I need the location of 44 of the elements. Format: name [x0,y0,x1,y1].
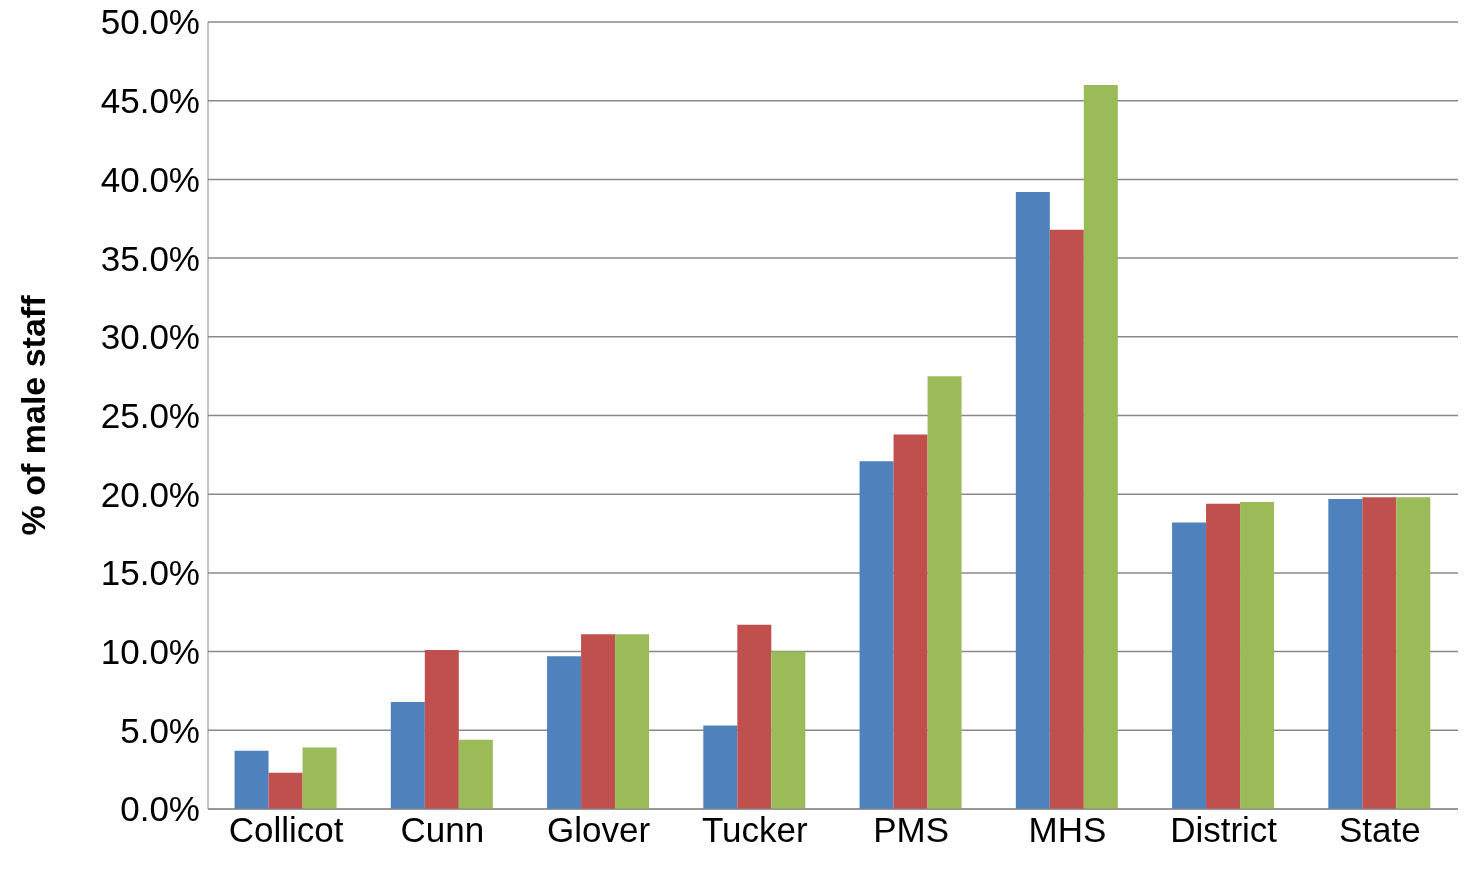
y-tick-label: 40.0% [100,159,200,199]
bar [268,772,303,809]
bar [234,750,269,809]
bar [1049,229,1084,809]
bar [581,634,616,809]
bar [771,651,806,809]
y-tick-label: 20.0% [100,474,200,514]
x-tick-label: MHS [1028,809,1107,849]
y-tick-label: 50.0% [100,2,200,42]
bar [1015,191,1050,809]
bar [1328,498,1363,809]
bar [390,701,425,809]
bar [703,725,738,809]
y-tick-label: 45.0% [100,81,200,121]
bar [1206,503,1241,809]
bar [302,747,337,809]
y-tick-label: 25.0% [100,395,200,435]
bar [893,434,928,809]
y-tick-label: 15.0% [100,553,200,593]
bar [859,461,894,809]
bar [547,656,582,809]
y-tick-label: 30.0% [100,317,200,357]
x-tick-label: District [1170,809,1278,849]
bar [737,624,772,809]
bar [1396,497,1431,809]
bar [458,739,493,809]
bar [1172,522,1207,809]
bar [1362,497,1397,809]
bar [927,376,962,809]
x-tick-label: Tucker [702,809,809,849]
x-tick-label: Glover [547,809,651,849]
x-tick-label: State [1339,809,1421,849]
y-tick-label: 0.0% [120,789,200,829]
bar [1083,84,1118,809]
bar [615,634,650,809]
y-tick-label: 5.0% [120,710,200,750]
x-tick-label: PMS [873,809,950,849]
y-axis-title: % of male staff [14,294,53,536]
bar [424,650,459,809]
x-tick-label: Cunn [400,809,485,849]
x-tick-label: Collicot [228,809,344,849]
y-tick-label: 35.0% [100,238,200,278]
y-tick-label: 10.0% [100,632,200,672]
bar [1240,502,1275,809]
